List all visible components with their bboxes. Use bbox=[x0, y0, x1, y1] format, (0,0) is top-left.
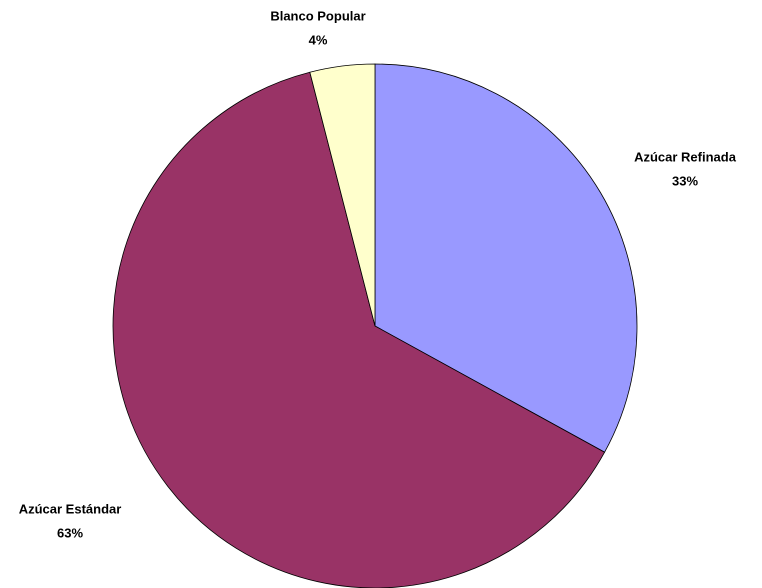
slice-value-label: 4% bbox=[309, 32, 328, 47]
pie-slice bbox=[309, 63, 376, 327]
slice-label: Blanco Popular bbox=[270, 8, 365, 23]
slice-value-label: 33% bbox=[672, 173, 698, 188]
slice-label: Azúcar Refinada bbox=[634, 149, 737, 164]
pie-slice bbox=[112, 71, 606, 588]
slice-label: Azúcar Estándar bbox=[19, 501, 122, 516]
slice-value-label: 63% bbox=[57, 525, 83, 540]
pie-slice bbox=[374, 63, 638, 453]
